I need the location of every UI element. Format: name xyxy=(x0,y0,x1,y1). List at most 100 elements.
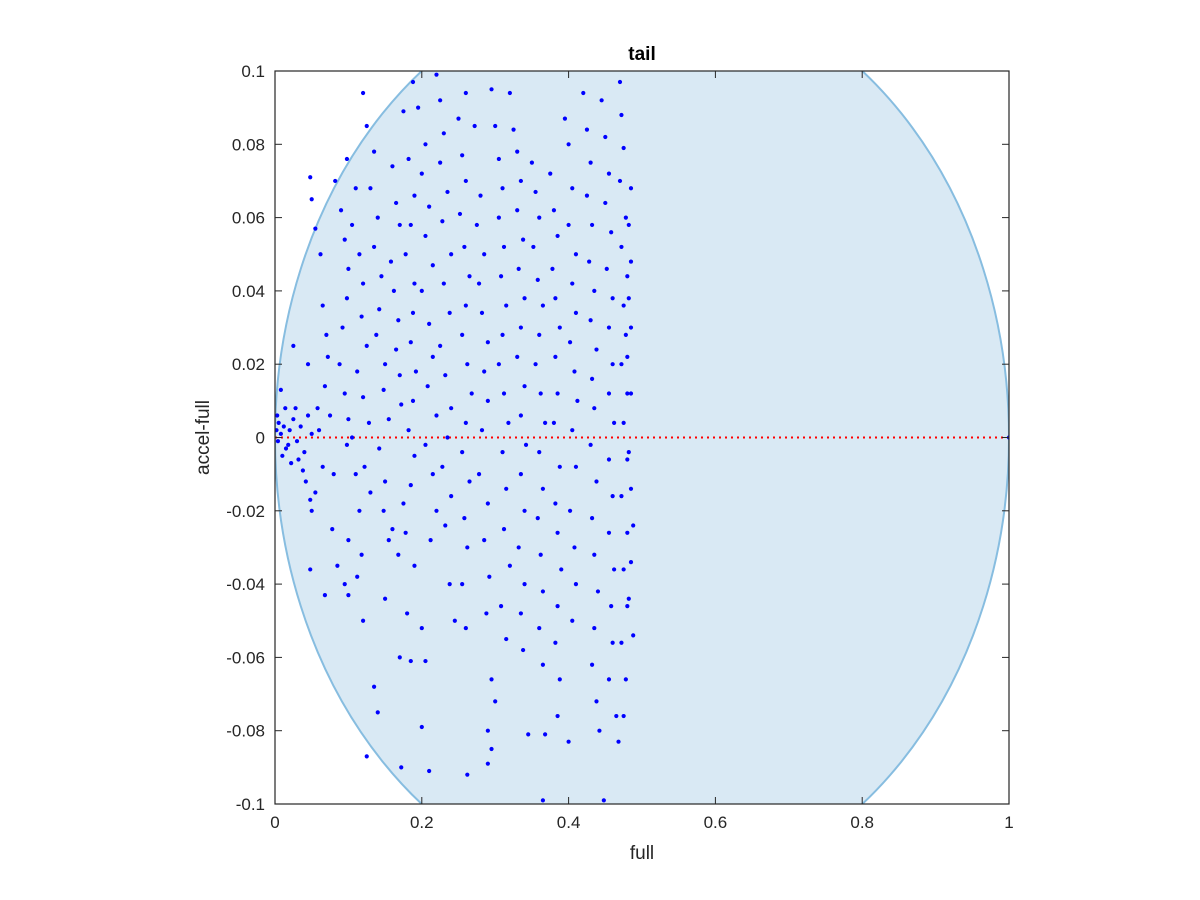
data-point xyxy=(291,417,296,422)
data-point xyxy=(463,420,468,425)
data-point xyxy=(572,545,577,550)
data-point xyxy=(506,420,511,425)
data-point xyxy=(394,347,399,352)
data-point xyxy=(515,208,520,213)
data-point xyxy=(592,288,597,293)
data-point xyxy=(551,420,557,425)
data-point xyxy=(575,398,580,403)
data-point xyxy=(394,200,399,206)
data-point xyxy=(484,611,489,616)
data-point xyxy=(423,658,428,664)
data-point xyxy=(614,713,619,719)
data-point xyxy=(353,186,358,191)
data-point xyxy=(603,200,608,206)
data-point xyxy=(375,710,380,715)
data-point xyxy=(383,362,388,367)
y-tick-label: 0.1 xyxy=(241,62,265,81)
x-tick-label: 0 xyxy=(270,813,279,832)
data-point xyxy=(518,178,523,184)
data-point xyxy=(296,457,301,462)
data-point xyxy=(283,446,289,451)
data-point xyxy=(498,274,504,279)
data-point xyxy=(573,582,579,587)
data-point xyxy=(504,636,509,642)
data-point xyxy=(449,252,454,257)
data-point xyxy=(377,307,382,312)
data-point xyxy=(619,494,624,499)
data-point xyxy=(412,453,417,458)
data-point xyxy=(520,237,526,242)
data-point xyxy=(507,90,512,96)
data-point xyxy=(592,625,597,631)
data-point xyxy=(623,677,628,682)
data-point xyxy=(594,479,599,484)
data-point xyxy=(588,442,593,447)
data-point xyxy=(610,640,615,645)
data-point xyxy=(498,603,504,609)
data-point xyxy=(300,468,305,473)
data-point xyxy=(463,90,468,96)
data-point xyxy=(396,318,401,323)
data-point xyxy=(346,266,351,272)
data-point xyxy=(489,746,494,752)
data-point xyxy=(606,677,612,682)
y-tick-label: 0.06 xyxy=(232,209,265,228)
data-point xyxy=(555,233,560,239)
data-point xyxy=(573,310,579,315)
data-point xyxy=(533,189,538,195)
data-point xyxy=(383,479,388,484)
data-point xyxy=(412,281,417,286)
data-point xyxy=(452,618,457,623)
y-axis: -0.1 -0.08 -0.06 -0.04 -0.02 0 0.02 0.04 0.06 0.0… xyxy=(226,62,1009,814)
data-point xyxy=(419,171,424,176)
data-point xyxy=(555,603,560,609)
data-point xyxy=(434,413,439,418)
data-point xyxy=(606,530,612,535)
data-point xyxy=(467,274,472,279)
data-point xyxy=(322,384,328,389)
data-point xyxy=(617,79,623,85)
data-point xyxy=(359,552,364,557)
data-point xyxy=(493,123,498,129)
data-point xyxy=(570,428,575,433)
data-point xyxy=(346,538,351,543)
data-point xyxy=(553,296,558,301)
data-point xyxy=(287,428,292,433)
data-point xyxy=(298,424,303,429)
data-point xyxy=(610,296,615,301)
data-point xyxy=(399,402,404,407)
data-point xyxy=(531,244,536,250)
data-point xyxy=(333,178,338,184)
data-point xyxy=(408,222,413,228)
data-point xyxy=(476,281,482,286)
data-point xyxy=(346,417,351,422)
data-point xyxy=(625,603,630,609)
x-tick-label: 0.6 xyxy=(704,813,728,832)
data-point xyxy=(619,362,624,367)
y-tick-label: -0.08 xyxy=(226,722,265,741)
data-point xyxy=(493,699,498,704)
y-tick-label: -0.06 xyxy=(226,648,265,667)
data-point xyxy=(573,464,579,469)
data-point xyxy=(379,274,384,279)
data-point xyxy=(428,538,433,543)
data-point xyxy=(419,288,424,293)
data-point xyxy=(476,472,482,477)
data-point xyxy=(628,391,634,396)
data-point xyxy=(606,391,612,396)
data-point xyxy=(518,325,523,330)
data-point xyxy=(543,732,548,737)
data-point xyxy=(430,263,435,268)
data-point xyxy=(533,362,538,367)
data-point xyxy=(592,406,597,411)
data-point xyxy=(340,325,345,330)
data-point xyxy=(355,369,360,374)
data-point xyxy=(540,486,546,491)
data-point xyxy=(625,530,630,535)
data-point xyxy=(482,369,487,374)
data-point xyxy=(371,149,377,154)
data-point xyxy=(538,552,543,557)
y-axis-label: accel-full xyxy=(193,400,214,475)
data-point xyxy=(302,450,307,455)
data-point xyxy=(342,582,347,587)
